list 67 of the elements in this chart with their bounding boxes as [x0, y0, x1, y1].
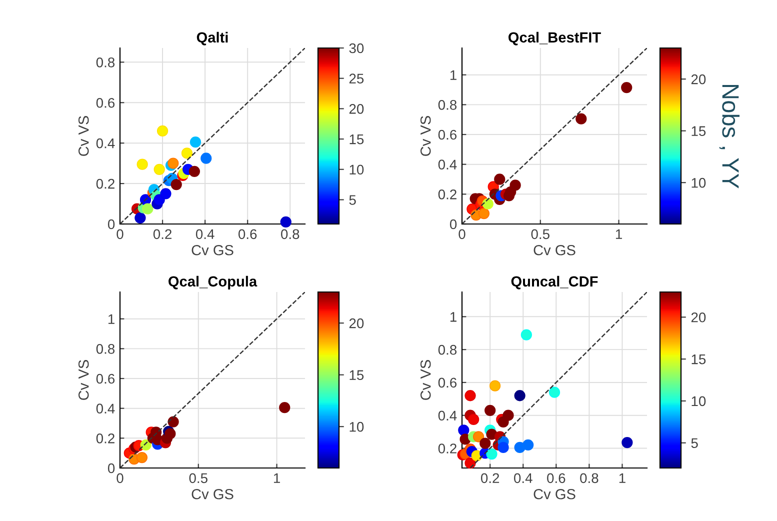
- y-tick-label: 0.8: [438, 100, 457, 110]
- color-bar-label: 30: [349, 43, 364, 54]
- y-axis-title: Cv VS: [420, 116, 431, 156]
- color-bar-label: 15: [692, 354, 706, 364]
- x-tick-label: 1: [619, 473, 626, 483]
- y-tick-label: 0.2: [96, 178, 114, 189]
- y-axis-title: Cv VS: [78, 116, 89, 156]
- x-axis-title: Cv GS: [192, 488, 234, 500]
- x-tick-label: 0.8: [580, 473, 598, 484]
- x-tick-label: 0.4: [196, 229, 214, 240]
- color-bar-label: 10: [350, 164, 364, 175]
- x-tick-label: 1: [616, 229, 622, 239]
- color-bar-label: 15: [692, 126, 706, 136]
- y-tick-label: 0.8: [96, 57, 115, 68]
- y-tick-label: 0.4: [96, 138, 115, 148]
- x-tick-label: 0.8: [281, 229, 300, 240]
- color-bar-label: 15: [350, 134, 364, 144]
- color-bar-title: Nobs , YY: [719, 84, 740, 188]
- color-bar-label: 10: [350, 422, 364, 432]
- y-tick-label: 0.2: [96, 434, 114, 444]
- color-bar-label: 15: [350, 370, 364, 380]
- y-tick-label: 0.2: [438, 190, 456, 200]
- y-tick-label: 1: [450, 312, 456, 322]
- x-tick-label: 0: [458, 229, 466, 240]
- y-tick-label: 1: [450, 70, 456, 80]
- y-tick-label: 0.4: [438, 410, 457, 421]
- x-tick-label: 0.2: [480, 473, 500, 484]
- y-tick-label: 0: [108, 463, 115, 474]
- color-bar-label: 10: [692, 396, 706, 406]
- color-bar-label: 5: [691, 438, 698, 448]
- x-tick-label: 0.6: [238, 229, 257, 240]
- y-tick-label: 0.6: [438, 130, 457, 140]
- x-tick-label: 0.6: [547, 473, 566, 484]
- color-bar-label: 25: [349, 74, 364, 84]
- y-tick-label: 0.6: [96, 374, 115, 384]
- x-tick-label: 0.5: [531, 229, 550, 240]
- x-tick-label: 0.4: [514, 473, 532, 484]
- x-tick-label: 0.5: [189, 473, 208, 484]
- y-tick-label: 0.4: [438, 160, 457, 170]
- color-bar-label: 10: [692, 178, 706, 188]
- y-tick-label: 0.8: [438, 344, 457, 355]
- chart-title: Quncal_CDF: [511, 276, 598, 290]
- color-bar-label: 20: [349, 318, 364, 328]
- color-bar-label: 20: [691, 74, 706, 84]
- x-tick-label: 1: [274, 473, 280, 483]
- chart-title: Qalti: [196, 32, 228, 46]
- y-tick-label: 0: [450, 219, 457, 230]
- color-bar-label: 20: [691, 312, 706, 322]
- y-axis-title: Cv VS: [420, 360, 431, 400]
- color-bar-label: 20: [349, 104, 364, 114]
- y-tick-label: 1: [108, 314, 114, 324]
- x-tick-label: 0: [116, 473, 124, 484]
- x-axis-title: Cv GS: [192, 244, 234, 256]
- y-tick-label: 0: [108, 219, 115, 230]
- x-axis-title: Cv GS: [534, 488, 576, 500]
- x-axis-title: Cv GS: [534, 244, 576, 256]
- chart-title: Qcal_BestFIT: [508, 32, 601, 46]
- y-tick-label: 0.6: [438, 378, 457, 388]
- y-tick-label: 0.8: [96, 344, 115, 354]
- y-tick-label: 0.6: [96, 98, 115, 108]
- x-tick-label: 0.2: [153, 229, 172, 240]
- chart-title: Qcal_Copula: [168, 276, 258, 290]
- y-tick-label: 0.4: [96, 404, 115, 414]
- y-tick-label: 0.2: [438, 444, 456, 454]
- color-bar-label: 5: [349, 195, 356, 205]
- y-axis-title: Cv VS: [78, 360, 89, 400]
- x-tick-label: 0: [116, 229, 124, 240]
